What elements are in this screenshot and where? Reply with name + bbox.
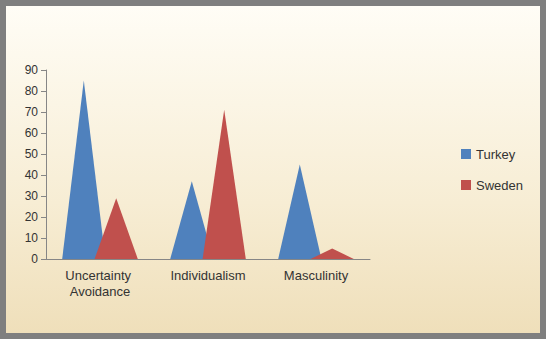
- svg-text:0: 0: [31, 252, 38, 266]
- svg-text:30: 30: [25, 189, 39, 203]
- svg-text:Masculinity: Masculinity: [284, 268, 349, 283]
- svg-text:50: 50: [25, 147, 39, 161]
- svg-text:Uncertainty: Uncertainty: [65, 268, 134, 283]
- svg-text:Turkey: Turkey: [476, 147, 516, 162]
- svg-text:Individualism: Individualism: [170, 268, 245, 283]
- svg-text:60: 60: [25, 126, 39, 140]
- svg-text:40: 40: [25, 168, 39, 182]
- svg-text:90: 90: [25, 63, 39, 77]
- svg-text:Avoidance: Avoidance: [70, 284, 130, 299]
- svg-text:70: 70: [25, 105, 39, 119]
- svg-text:80: 80: [25, 84, 39, 98]
- svg-text:20: 20: [25, 210, 39, 224]
- svg-text:10: 10: [25, 231, 39, 245]
- svg-text:Sweden: Sweden: [476, 178, 523, 193]
